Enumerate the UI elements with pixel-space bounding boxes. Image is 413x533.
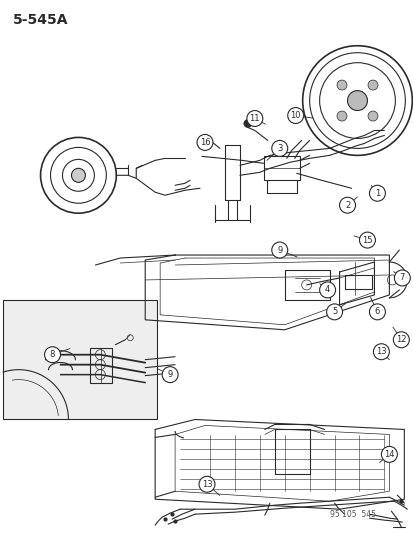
Circle shape — [162, 367, 178, 383]
Text: 8: 8 — [50, 350, 55, 359]
Text: 13: 13 — [201, 480, 212, 489]
Circle shape — [367, 111, 377, 121]
Circle shape — [197, 134, 212, 150]
Text: 2: 2 — [344, 201, 349, 209]
Circle shape — [287, 108, 303, 124]
Text: 11: 11 — [249, 114, 259, 123]
Text: 1: 1 — [374, 189, 379, 198]
Circle shape — [367, 80, 377, 90]
Bar — [2, 300, 157, 419]
Circle shape — [392, 332, 408, 348]
Text: 16: 16 — [199, 138, 210, 147]
Circle shape — [336, 111, 346, 121]
Circle shape — [394, 270, 409, 286]
Text: 5: 5 — [331, 308, 336, 317]
Circle shape — [271, 242, 287, 258]
Bar — [263, 156, 299, 180]
Circle shape — [368, 185, 385, 201]
Text: 5-545A: 5-545A — [13, 13, 68, 27]
Circle shape — [201, 136, 209, 144]
Circle shape — [199, 477, 214, 492]
Circle shape — [243, 119, 251, 127]
Circle shape — [358, 232, 375, 248]
Circle shape — [326, 304, 342, 320]
Circle shape — [336, 80, 346, 90]
Text: 14: 14 — [383, 450, 394, 459]
Text: 3: 3 — [276, 144, 282, 153]
Circle shape — [368, 304, 385, 320]
Text: 10: 10 — [290, 111, 300, 120]
Circle shape — [271, 140, 287, 156]
Text: 12: 12 — [395, 335, 406, 344]
Text: 9: 9 — [276, 246, 282, 255]
Text: 95 105  545: 95 105 545 — [329, 510, 375, 519]
Circle shape — [339, 197, 355, 213]
Text: 13: 13 — [375, 347, 386, 356]
Circle shape — [347, 91, 367, 110]
Circle shape — [45, 347, 60, 362]
Circle shape — [373, 344, 389, 360]
Bar — [90, 348, 112, 383]
Text: 4: 4 — [324, 285, 330, 294]
Text: 7: 7 — [399, 273, 404, 282]
Circle shape — [319, 282, 335, 298]
Text: 9: 9 — [167, 370, 172, 379]
Text: 15: 15 — [361, 236, 372, 245]
Circle shape — [380, 447, 396, 462]
Circle shape — [71, 168, 85, 182]
Circle shape — [246, 110, 262, 126]
Text: 6: 6 — [374, 308, 379, 317]
Bar — [344, 275, 372, 289]
